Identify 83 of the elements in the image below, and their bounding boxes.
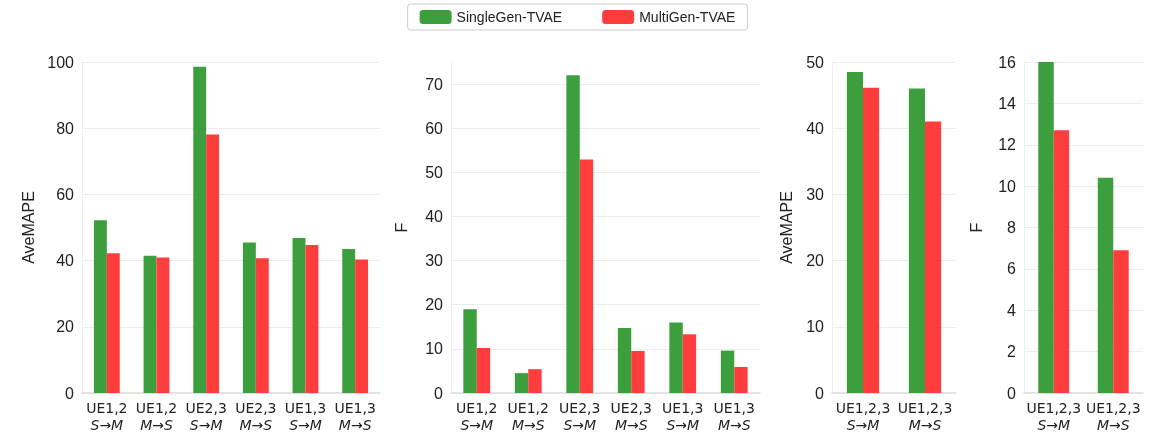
bar: [1053, 130, 1070, 393]
y-tick-label: 0: [434, 384, 444, 402]
y-tick-label: 16: [998, 53, 1017, 71]
y-tick-label: 12: [998, 136, 1017, 154]
legend-label: SingleGen-TVAE: [456, 9, 563, 25]
y-tick-label: 80: [56, 119, 75, 137]
bar: [682, 334, 697, 393]
bar: [193, 66, 207, 393]
y-tick-label: 70: [425, 75, 444, 93]
bar: [106, 253, 120, 393]
bar: [846, 71, 863, 393]
bar: [355, 259, 369, 393]
bar: [908, 88, 925, 393]
bar: [206, 134, 220, 393]
y-tick-label: 0: [65, 384, 75, 402]
bar: [342, 249, 356, 393]
y-tick-label: 30: [425, 252, 444, 270]
x-tick-label: UE1,2,3 S→M: [1026, 399, 1082, 433]
y-tick-label: 0: [1007, 384, 1017, 402]
y-tick-label: 100: [47, 53, 75, 71]
bar: [925, 121, 942, 393]
bar: [305, 245, 319, 393]
y-tick-label: 20: [425, 296, 444, 314]
bar: [1097, 177, 1114, 393]
y-tick-label: 60: [425, 119, 444, 137]
y-tick-label: 4: [1007, 301, 1017, 319]
x-tick-label: UE1,2 S→M: [86, 399, 128, 433]
bar: [156, 257, 170, 393]
y-tick-label: 10: [425, 340, 444, 358]
x-tick-label: UE1,3 M→S: [334, 399, 376, 433]
y-tick-label: 2: [1007, 343, 1017, 361]
x-tick-label: UE2,3 M→S: [610, 399, 652, 433]
y-tick-label: 14: [998, 94, 1017, 112]
bar: [255, 258, 269, 393]
x-tick-label: UE1,2 M→S: [135, 399, 178, 433]
y-tick-label: 40: [806, 119, 825, 137]
x-tick-label: UE2,3 M→S: [235, 399, 277, 433]
y-tick-label: 20: [56, 318, 75, 336]
x-tick-label: UE1,2 S→M: [456, 399, 498, 433]
y-axis-title: F: [392, 222, 410, 233]
y-tick-label: 40: [425, 207, 444, 225]
y-tick-label: 60: [56, 185, 75, 203]
x-tick-label: UE1,3 S→M: [284, 399, 327, 433]
bar: [566, 75, 580, 393]
bar: [863, 87, 880, 393]
y-tick-label: 6: [1007, 260, 1017, 278]
bar: [143, 255, 157, 393]
y-tick-label: 10: [806, 318, 825, 336]
bar: [631, 351, 645, 393]
bar: [669, 322, 683, 393]
bar: [93, 220, 107, 393]
y-tick-label: 0: [815, 384, 825, 402]
bar: [579, 159, 594, 393]
bar: [1038, 62, 1054, 393]
x-tick-label: UE1,2,3 S→M: [835, 399, 891, 433]
y-tick-label: 20: [806, 252, 825, 270]
y-tick-label: 8: [1007, 219, 1017, 236]
bar: [476, 347, 491, 393]
bar: [463, 309, 477, 393]
y-axis-title: F: [967, 222, 985, 233]
bar: [617, 328, 632, 393]
x-tick-label: UE1,2,3 M→S: [1085, 399, 1141, 433]
x-tick-label: UE1,3 S→M: [662, 399, 704, 433]
y-tick-label: 50: [806, 53, 825, 71]
x-tick-label: UE1,3 M→S: [713, 399, 755, 433]
y-tick-label: 40: [56, 252, 75, 270]
x-tick-label: UE1,2,3 M→S: [897, 399, 953, 433]
y-axis-title: AveMAPE: [777, 191, 795, 264]
bar: [1113, 250, 1129, 393]
y-axis-title: AveMAPE: [19, 191, 37, 264]
x-tick-label: UE2,3 S→M: [559, 399, 601, 433]
y-tick-label: 30: [806, 185, 825, 203]
y-tick-label: 50: [425, 163, 444, 181]
y-tick-label: 10: [998, 177, 1017, 195]
x-tick-label: UE2,3 S→M: [185, 399, 227, 433]
bar: [292, 238, 306, 393]
bar: [528, 369, 542, 393]
legend-label: MultiGen-TVAE: [639, 9, 736, 25]
x-tick-label: UE1,2 M→S: [507, 399, 549, 433]
bar: [242, 242, 256, 393]
bar: [720, 350, 735, 393]
bar: [514, 373, 529, 393]
bar: [734, 366, 748, 393]
